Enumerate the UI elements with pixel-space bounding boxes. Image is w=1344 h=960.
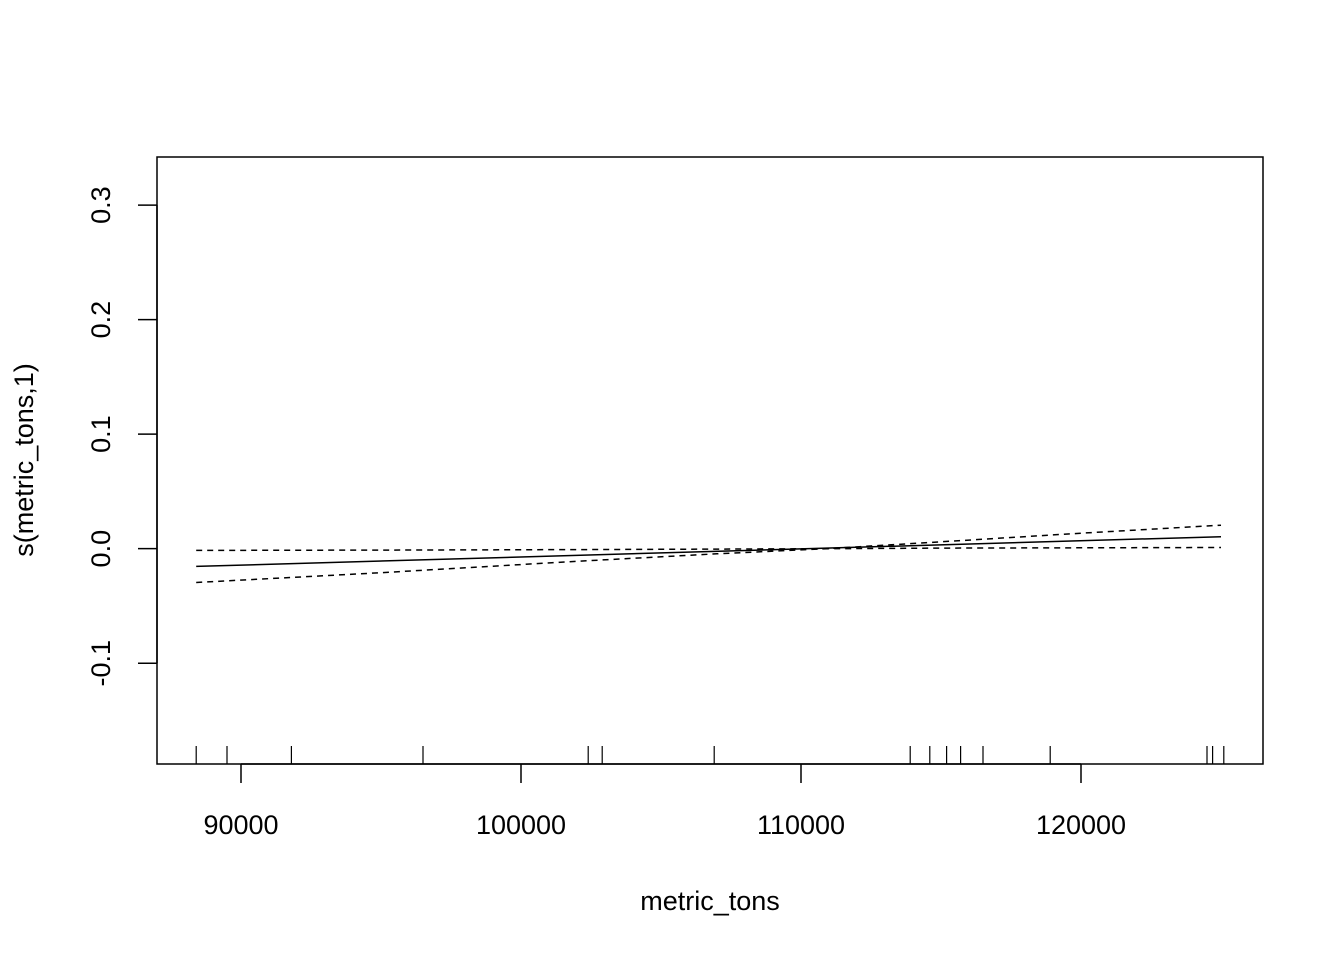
smooth-estimate-line	[196, 535, 1222, 568]
rug-layer	[195, 746, 1225, 764]
y-axis-label: s(metric_tons,1)	[9, 363, 39, 557]
x-axis: 90000 100000 110000 120000	[203, 763, 1126, 840]
x-tick-label: 120000	[1036, 810, 1126, 840]
y-tick-label: 0.1	[86, 415, 116, 453]
y-tick-label: -0.1	[86, 640, 116, 687]
lower-confidence-band	[196, 524, 1222, 584]
series-layer	[196, 524, 1222, 584]
x-tick-label: 90000	[203, 810, 278, 840]
y-tick-label: 0.0	[86, 530, 116, 568]
y-tick-label: 0.2	[86, 301, 116, 339]
y-tick-label: 0.3	[86, 186, 116, 224]
y-axis: -0.1 0.0 0.1 0.2 0.3	[86, 186, 158, 687]
upper-confidence-band	[196, 546, 1222, 552]
x-tick-label: 110000	[757, 810, 845, 840]
x-tick-label: 100000	[476, 810, 566, 840]
x-axis-label: metric_tons	[640, 886, 780, 916]
